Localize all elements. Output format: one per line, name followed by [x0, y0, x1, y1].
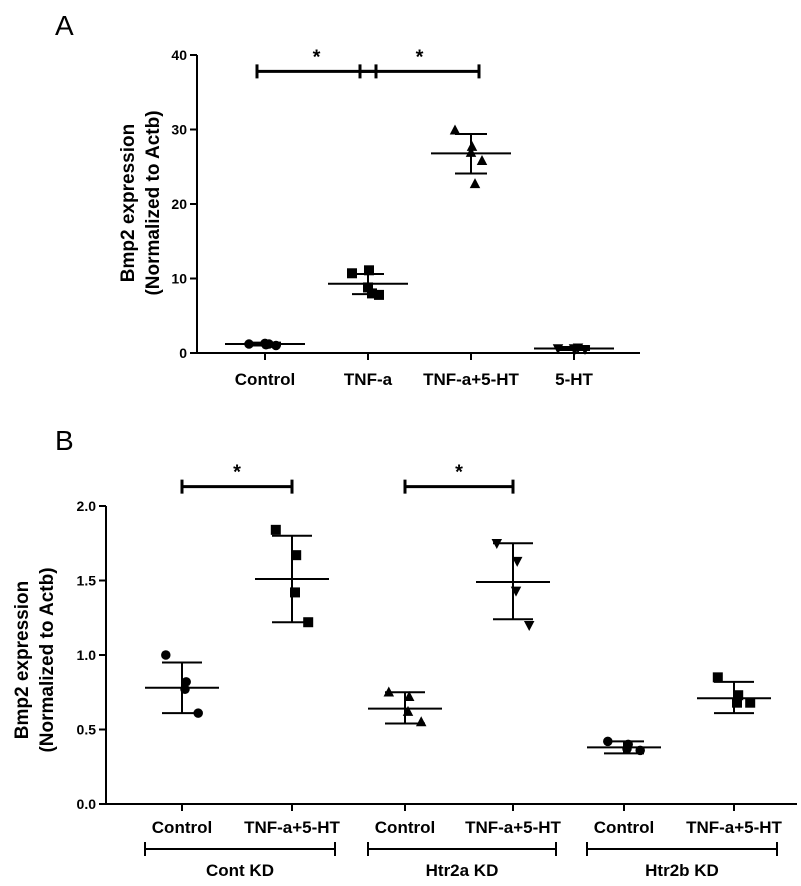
panel-a-plot-area: 0 10 20 30 40 Control TNF-a TNF-a+5-HT 5-HT * * [171, 46, 640, 389]
data-point [733, 690, 744, 701]
panel-b-category-label: Control [375, 818, 435, 837]
panel-b-group-bracket: Cont KD [144, 842, 336, 880]
panel-b-y-tick-label: 1.5 [77, 573, 97, 589]
panel-b-group-2 [255, 524, 329, 628]
panel-b-group-bracket: Htr2a KD [367, 842, 557, 880]
data-point [363, 282, 373, 293]
data-point [383, 686, 395, 697]
significance-star: * [313, 46, 321, 68]
panel-b-y-tick-label: 0.0 [77, 796, 97, 812]
data-point [465, 146, 477, 157]
data-point [244, 339, 254, 349]
data-point [347, 268, 357, 279]
panel-b-group-6 [697, 672, 771, 715]
panel-a-y-tick-label: 20 [171, 196, 187, 212]
panel-a-category-label: Control [235, 370, 295, 389]
data-point [732, 697, 742, 708]
panel-a-group-1 [225, 338, 305, 351]
panel-a-group-4 [534, 343, 614, 356]
panel-a-group-3 [431, 124, 511, 189]
significance-star: * [416, 46, 424, 68]
data-point [180, 684, 190, 695]
panel-a-significance-bar: * [358, 46, 481, 79]
data-point [264, 339, 274, 349]
panel-b-ylabel-line2: (Normalized to Actb) [37, 567, 58, 752]
bracket-label: Htr2b KD [645, 861, 719, 880]
panel-b-category-label: TNF-a+5-HT [465, 818, 561, 837]
data-point [364, 265, 374, 276]
data-point [476, 155, 488, 166]
bracket-label: Cont KD [206, 861, 274, 880]
data-point [291, 550, 302, 561]
panel-a-ylabel-line2: (Normalized to Actb) [143, 110, 164, 295]
panel-b-category-label: TNF-a+5-HT [244, 818, 340, 837]
panel-b-group-1 [145, 650, 219, 718]
panel-a-letter: A [55, 10, 74, 41]
panel-a-ylabel-line1: Bmp2 expression [118, 124, 139, 282]
panel-a-category-label: TNF-a+5-HT [423, 370, 519, 389]
panel-a-y-tick-label: 40 [171, 47, 187, 63]
panel-b-category-label: Control [152, 818, 212, 837]
panel-b-y-tick-label: 1.0 [77, 647, 97, 663]
panel-b-y-tick-label: 0.5 [77, 722, 97, 738]
panel-b: B Bmp2 expression (Normalized to Actb) 0… [12, 425, 797, 880]
data-point [181, 677, 191, 687]
data-point [603, 736, 613, 747]
data-point [579, 345, 591, 356]
data-point [270, 524, 281, 535]
panel-a-category-label: 5-HT [555, 370, 593, 389]
panel-b-group-4 [476, 539, 550, 631]
panel-b-group-3 [368, 686, 442, 727]
panel-b-letter: B [55, 425, 74, 456]
data-point [374, 289, 384, 300]
data-point [415, 716, 427, 727]
panel-b-significance-bar: * [180, 462, 294, 494]
panel-b-group-bracket: Htr2b KD [586, 842, 778, 880]
significance-star: * [233, 462, 241, 484]
panel-a-y-tick-label: 0 [179, 345, 187, 361]
data-point [161, 650, 171, 660]
data-point [402, 705, 414, 716]
data-point [552, 344, 564, 355]
data-point [403, 690, 415, 701]
panel-a: A Bmp2 expression (Normalized to Actb) 0… [55, 10, 640, 389]
data-point [290, 587, 300, 598]
panel-b-plot-area: 0.0 0.5 1.0 1.5 2.0 Control TNF-a+5-HT Control T… [77, 462, 797, 880]
panel-b-category-label: Control [594, 818, 654, 837]
data-point [712, 672, 723, 683]
data-point [635, 745, 645, 756]
data-point [469, 178, 481, 189]
data-point [523, 620, 535, 631]
panel-b-y-tick-label: 2.0 [77, 498, 97, 514]
panel-a-y-tick-label: 30 [171, 122, 187, 138]
data-point [466, 140, 478, 151]
data-point [511, 556, 523, 567]
data-point [491, 539, 503, 549]
panel-a-y-tick-label: 10 [171, 271, 187, 287]
data-point [572, 343, 584, 354]
data-point [193, 708, 203, 718]
bracket-label: Htr2a KD [426, 861, 499, 880]
panel-a-category-label: TNF-a [344, 370, 393, 389]
data-point [367, 288, 377, 299]
data-point [510, 586, 522, 597]
panel-b-ylabel-line1: Bmp2 expression [12, 581, 33, 739]
panel-a-significance-bar: * [255, 46, 378, 79]
panel-b-category-label: TNF-a+5-HT [686, 818, 782, 837]
data-point [745, 697, 756, 708]
panel-a-group-2 [328, 265, 408, 300]
data-point [622, 744, 632, 754]
data-point [449, 124, 461, 135]
panel-b-group-5 [587, 736, 661, 756]
panel-b-significance-bar: * [403, 462, 515, 494]
data-point [303, 617, 314, 628]
significance-star: * [455, 462, 463, 484]
